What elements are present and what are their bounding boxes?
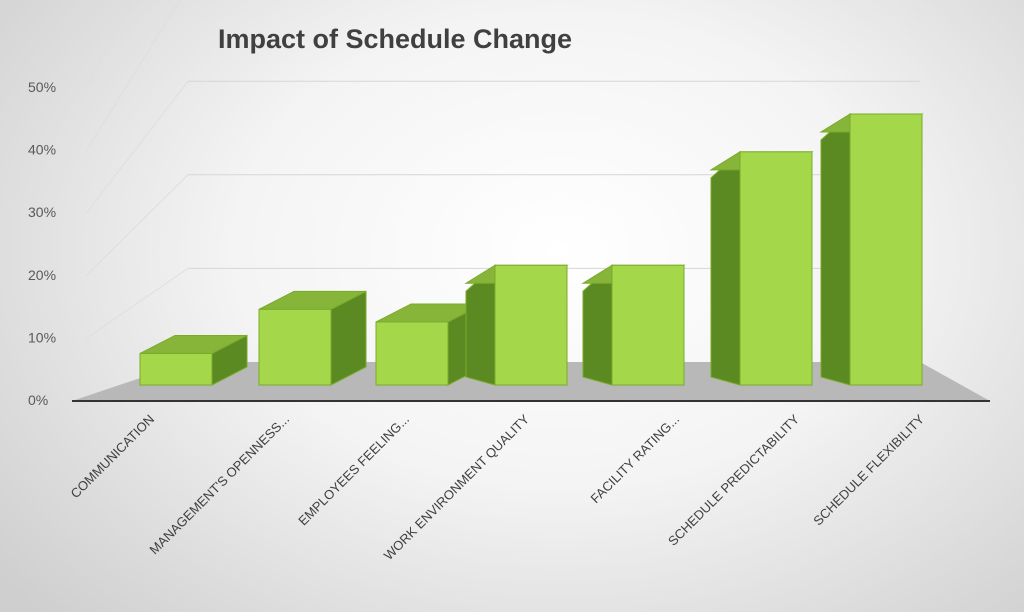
bar — [258, 308, 332, 386]
y-tick-label: 30% — [28, 204, 56, 220]
y-tick-label: 50% — [28, 79, 56, 95]
bar — [139, 352, 213, 386]
bar — [375, 321, 449, 386]
gridline-diagonal — [85, 174, 189, 277]
x-tick-label: FACILITY RATING... — [588, 412, 683, 507]
gridline-diagonal — [85, 80, 189, 214]
bar — [739, 151, 813, 386]
y-tick-label: 20% — [28, 267, 56, 283]
y-tick-label: 40% — [28, 142, 56, 158]
x-tick-label: EMPLOYEES FEELING... — [295, 412, 412, 529]
bar — [611, 264, 685, 386]
gridline-diagonal — [85, 267, 189, 339]
gridline-diagonal — [85, 0, 181, 152]
chart-title: Impact of Schedule Change — [218, 24, 573, 54]
bar-side — [820, 112, 851, 386]
bar-side — [710, 150, 741, 386]
x-tick-label: SCHEDULE PREDICTABILITY — [665, 411, 802, 548]
x-tick-label: SCHEDULE FLEXIBILITY — [810, 411, 927, 528]
y-tick-label: 10% — [28, 329, 56, 345]
y-tick-label: 0% — [28, 392, 48, 408]
gridline-diagonal — [85, 0, 133, 89]
x-tick-label: COMMUNICATION — [68, 412, 158, 502]
x-tick-label: MANAGEMENT'S OPENNESS... — [146, 412, 292, 558]
x-tick-label: WORK ENVIRONMENT QUALITY — [381, 411, 533, 563]
bar — [494, 264, 568, 386]
bar — [849, 113, 923, 386]
